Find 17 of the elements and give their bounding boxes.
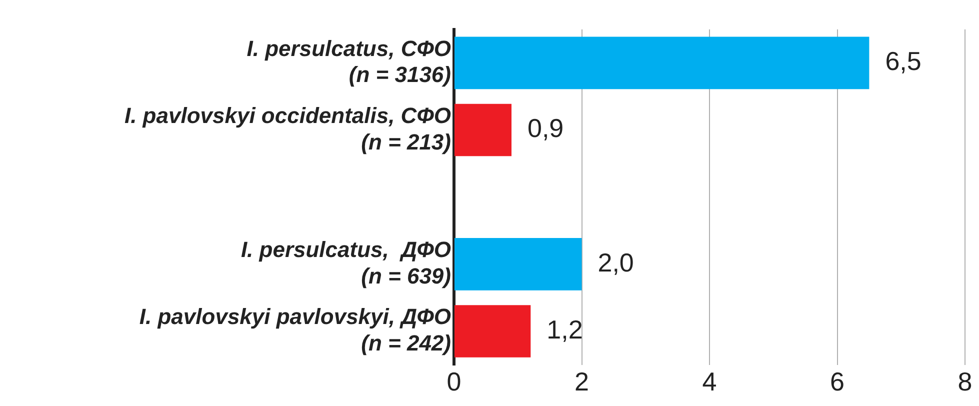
data-label: 2,0 bbox=[598, 247, 634, 278]
data-label: 6,5 bbox=[885, 46, 922, 76]
x-tick-label: 0 bbox=[446, 366, 462, 397]
data-label: 0,9 bbox=[527, 113, 564, 144]
bar bbox=[454, 238, 582, 290]
x-tick-label: 2 bbox=[574, 366, 589, 397]
y-tick-label: I. persulcatus, ДФО (n = 639) bbox=[240, 237, 451, 288]
bar bbox=[454, 305, 531, 358]
bar bbox=[454, 36, 870, 90]
data-label: 1,2 bbox=[546, 314, 583, 344]
y-tick-label: I. pavlovskyi occidentalis, СФО (n = 213) bbox=[124, 102, 451, 154]
x-tick-label: 6 bbox=[830, 366, 844, 397]
bar bbox=[454, 104, 512, 156]
x-tick-label: 8 bbox=[958, 366, 972, 397]
y-tick-label: I. pavlovskyi pavlovskyi, ДФО (n = 242) bbox=[139, 304, 451, 356]
y-tick-label: I. persulcatus, СФО (n = 3136) bbox=[246, 36, 451, 88]
x-tick-label: 4 bbox=[702, 366, 717, 397]
